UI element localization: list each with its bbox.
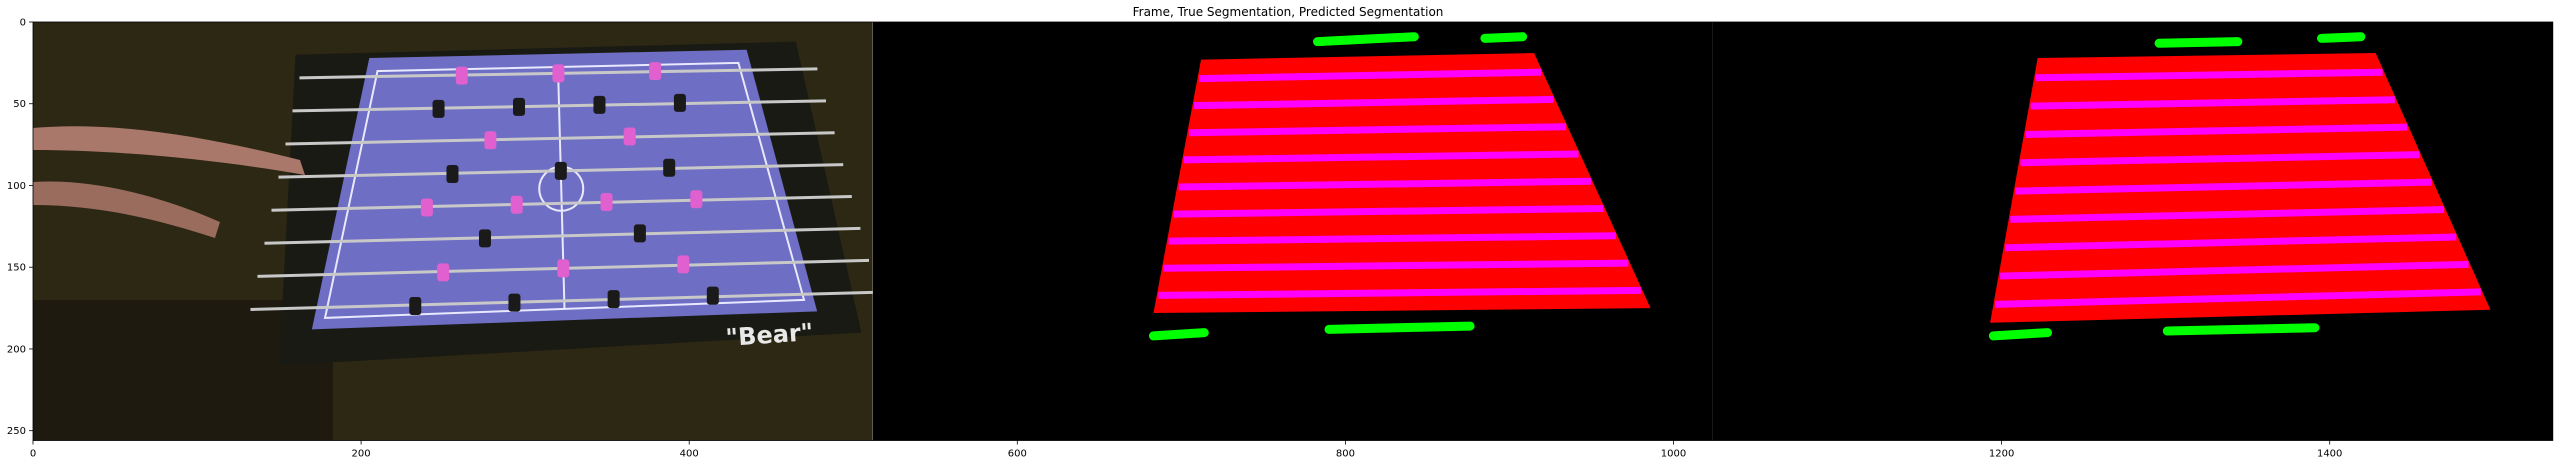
rod <box>250 290 878 311</box>
player <box>432 99 445 118</box>
player <box>508 293 521 312</box>
plot-area: "Bear" <box>32 21 2554 441</box>
player <box>446 164 459 183</box>
x-tick-label: 1000 <box>1661 449 1686 460</box>
table-playfield <box>311 49 818 330</box>
predicted-rod-stripes <box>1994 68 2481 308</box>
field-boundary <box>323 61 806 319</box>
rod-stripe <box>2025 123 2408 138</box>
goal-mark <box>1324 321 1475 334</box>
table-label: "Bear" <box>725 318 814 352</box>
x-tick-label: 400 <box>680 449 699 460</box>
player <box>600 192 613 211</box>
rod-stripe <box>2015 178 2432 195</box>
y-tick-label: 200 <box>7 344 26 355</box>
true-rod-stripes <box>1158 68 1641 299</box>
left-arm-top <box>33 126 305 175</box>
player <box>673 93 686 112</box>
rod-stripe <box>1188 123 1567 137</box>
table-players <box>409 62 719 316</box>
chart-title: Frame, True Segmentation, Predicted Segm… <box>1133 5 1444 19</box>
player <box>607 290 620 309</box>
predicted-segmentation-panel <box>1712 22 2553 441</box>
goal-mark <box>2154 37 2243 48</box>
left-arm-bottom <box>33 181 220 238</box>
player <box>690 190 703 209</box>
x-tick-label: 200 <box>352 449 371 460</box>
x-axis-ticks: 0 200 400 600 800 1000 1200 1400 <box>30 440 2342 460</box>
predicted-goal-marks <box>1988 32 2366 341</box>
rod-stripe <box>1158 286 1641 299</box>
table-rods <box>250 67 878 311</box>
y-tick-label: 0 <box>20 18 26 29</box>
y-tick-label: 100 <box>7 181 26 192</box>
y-tick-label: 250 <box>7 426 26 437</box>
player <box>455 66 468 85</box>
rod-stripe <box>2000 260 2469 280</box>
player <box>649 62 662 81</box>
rod-stripe <box>2035 68 2383 82</box>
rod <box>271 195 852 212</box>
rod-stripe <box>2020 151 2420 167</box>
player <box>510 195 523 214</box>
rod <box>292 99 827 113</box>
player <box>478 229 491 248</box>
rod-stripe <box>1994 288 2481 308</box>
player <box>437 263 450 282</box>
rod-stripe <box>1193 95 1554 110</box>
rod-stripe <box>2010 206 2445 223</box>
axes-frame <box>32 21 2554 441</box>
player <box>557 259 570 278</box>
rod-stripe <box>2005 233 2457 252</box>
x-tick-label: 1200 <box>1989 449 2014 460</box>
player <box>706 286 719 305</box>
y-tick-label: 150 <box>7 263 26 274</box>
rod-stripe <box>2030 96 2395 110</box>
goal-mark <box>1988 328 2053 341</box>
player <box>484 131 497 150</box>
player <box>552 64 565 83</box>
goal-mark <box>1148 328 1209 341</box>
rod-stripe <box>1183 150 1579 164</box>
rod-stripe <box>1178 177 1592 191</box>
player <box>677 255 690 274</box>
rod <box>264 226 861 245</box>
player <box>420 198 433 217</box>
x-tick-label: 0 <box>30 449 36 460</box>
rod-stripe <box>1173 205 1604 218</box>
player <box>409 297 422 316</box>
player <box>633 224 646 243</box>
player <box>663 158 676 177</box>
true-goal-marks <box>1148 32 1528 341</box>
player <box>623 127 636 146</box>
goal-mark <box>1480 32 1528 43</box>
player <box>513 97 526 116</box>
true-segmentation-panel <box>872 22 1713 441</box>
goal-mark <box>2162 323 2320 336</box>
x-tick-label: 600 <box>1008 449 1027 460</box>
x-tick-label: 1400 <box>2317 449 2342 460</box>
frame-panel: "Bear" <box>33 22 878 441</box>
player <box>554 161 567 180</box>
rod-stripe <box>1168 232 1616 245</box>
rod <box>285 131 835 146</box>
rod-stripe <box>1163 259 1629 272</box>
rod-stripe <box>1199 68 1542 83</box>
y-tick-label: 50 <box>13 99 26 110</box>
player <box>593 95 606 114</box>
goal-mark <box>2316 32 2366 43</box>
goal-mark <box>1313 32 1419 47</box>
x-tick-label: 800 <box>1336 449 1355 460</box>
y-axis-ticks: 0 50 100 150 200 250 <box>7 18 33 437</box>
